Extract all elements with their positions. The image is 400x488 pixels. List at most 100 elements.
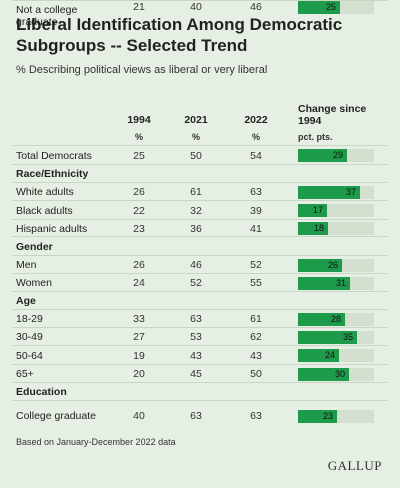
value-1994: 26 <box>133 259 145 271</box>
value-2022: 46 <box>250 1 262 13</box>
section-row: Age <box>12 291 388 310</box>
change-bar-track: 35 <box>298 331 374 344</box>
table-row: Black adults 22 32 39 17 <box>12 200 388 220</box>
footnote: Based on January-December 2022 data <box>16 437 176 447</box>
value-1994: 22 <box>133 205 145 217</box>
table-row: Total Democrats 25 50 54 29 <box>12 145 388 165</box>
change-bar <box>298 349 339 362</box>
value-1994: 25 <box>133 150 145 162</box>
value-1994: 23 <box>133 223 145 235</box>
value-2021: 52 <box>190 277 202 289</box>
value-2021: 50 <box>190 150 202 162</box>
chart-title: Liberal Identification Among Democratic … <box>16 15 343 55</box>
row-label: Total Democrats <box>16 150 92 162</box>
row-label: Men <box>16 259 37 271</box>
change-value-label: 30 <box>335 369 346 379</box>
change-bar-track: 17 <box>298 204 374 217</box>
header-1994: 1994 <box>127 114 151 126</box>
row-label: Women <box>16 277 52 289</box>
section-row: Race/Ethnicity <box>12 164 388 183</box>
table-row: Women 24 52 55 31 <box>12 273 388 292</box>
table-row: White adults 26 61 63 37 <box>12 182 388 201</box>
value-1994: 24 <box>133 277 145 289</box>
value-2021: 53 <box>190 331 202 343</box>
row-label: Not a college graduate <box>16 4 78 28</box>
row-label: 65+ <box>16 368 34 380</box>
change-value-label: 24 <box>325 350 336 360</box>
unit-2021: % <box>191 132 200 142</box>
change-bar <box>298 186 360 199</box>
table-row: College graduate 40 63 63 23 <box>12 400 388 431</box>
change-bar <box>298 222 328 235</box>
row-label: 30-49 <box>16 331 43 343</box>
value-2021: 36 <box>190 223 202 235</box>
change-bar-track: 29 <box>298 149 374 162</box>
change-bar <box>298 259 342 272</box>
change-bar-track: 30 <box>298 368 374 381</box>
value-2022: 63 <box>250 410 262 422</box>
value-1994: 20 <box>133 368 145 380</box>
value-2022: 43 <box>250 350 262 362</box>
row-label: 50-64 <box>16 350 43 362</box>
value-2022: 39 <box>250 205 262 217</box>
change-bar-track: 37 <box>298 186 374 199</box>
gallup-logo: GALLUP <box>327 458 382 473</box>
header-change: Change since 1994 <box>298 103 367 127</box>
value-2022: 62 <box>250 331 262 343</box>
table-row: 65+ 20 45 50 30 <box>12 364 388 383</box>
change-bar <box>298 149 347 162</box>
change-value-label: 29 <box>333 150 344 160</box>
value-1994: 21 <box>133 1 145 13</box>
section-label: Gender <box>16 241 53 253</box>
value-1994: 27 <box>133 331 145 343</box>
change-bar-track: 23 <box>298 410 374 423</box>
change-value-label: 26 <box>328 260 339 270</box>
value-2022: 63 <box>250 186 262 198</box>
row-label: White adults <box>16 186 74 198</box>
section-row: Education <box>12 382 388 401</box>
value-1994: 26 <box>133 186 145 198</box>
value-2022: 52 <box>250 259 262 271</box>
unit-1994: % <box>134 132 143 142</box>
value-1994: 19 <box>133 350 145 362</box>
section-label: Age <box>16 295 36 307</box>
value-2021: 63 <box>190 313 202 325</box>
value-2022: 55 <box>250 277 262 289</box>
change-bar <box>298 331 357 344</box>
table-row: Hispanic adults 23 36 41 18 <box>12 219 388 237</box>
row-label: Black adults <box>16 205 73 217</box>
unit-2022: % <box>251 132 260 142</box>
section-label: Race/Ethnicity <box>16 168 89 180</box>
value-2022: 54 <box>250 150 262 162</box>
value-2021: 61 <box>190 186 202 198</box>
change-bar-track: 28 <box>298 313 374 326</box>
value-2021: 46 <box>190 259 202 271</box>
change-value-label: 18 <box>314 223 325 233</box>
value-1994: 40 <box>133 410 145 422</box>
table-row: 50-64 19 43 43 24 <box>12 345 388 365</box>
row-label: Hispanic adults <box>16 223 88 235</box>
header-2022: 2022 <box>244 114 268 126</box>
table-row: 18-29 33 63 61 28 <box>12 309 388 328</box>
unit-change: pct. pts. <box>298 132 333 142</box>
change-bar-track: 24 <box>298 349 374 362</box>
section-label: Education <box>16 386 67 398</box>
change-bar-track: 18 <box>298 222 374 235</box>
value-2021: 40 <box>190 1 202 13</box>
value-2021: 45 <box>190 368 202 380</box>
header-2021: 2021 <box>184 114 208 126</box>
row-label: College graduate <box>16 410 96 422</box>
change-value-label: 23 <box>323 411 334 421</box>
change-bar-track: 25 <box>298 1 374 14</box>
change-value-label: 35 <box>343 332 354 342</box>
change-value-label: 17 <box>313 205 324 215</box>
change-bar <box>298 410 337 423</box>
change-bar <box>298 204 327 217</box>
change-bar <box>298 277 350 290</box>
change-bar <box>298 313 345 326</box>
change-bar-track: 31 <box>298 277 374 290</box>
change-value-label: 31 <box>336 278 347 288</box>
change-bar-track: 26 <box>298 259 374 272</box>
row-label: 18-29 <box>16 313 43 325</box>
value-2021: 32 <box>190 205 202 217</box>
